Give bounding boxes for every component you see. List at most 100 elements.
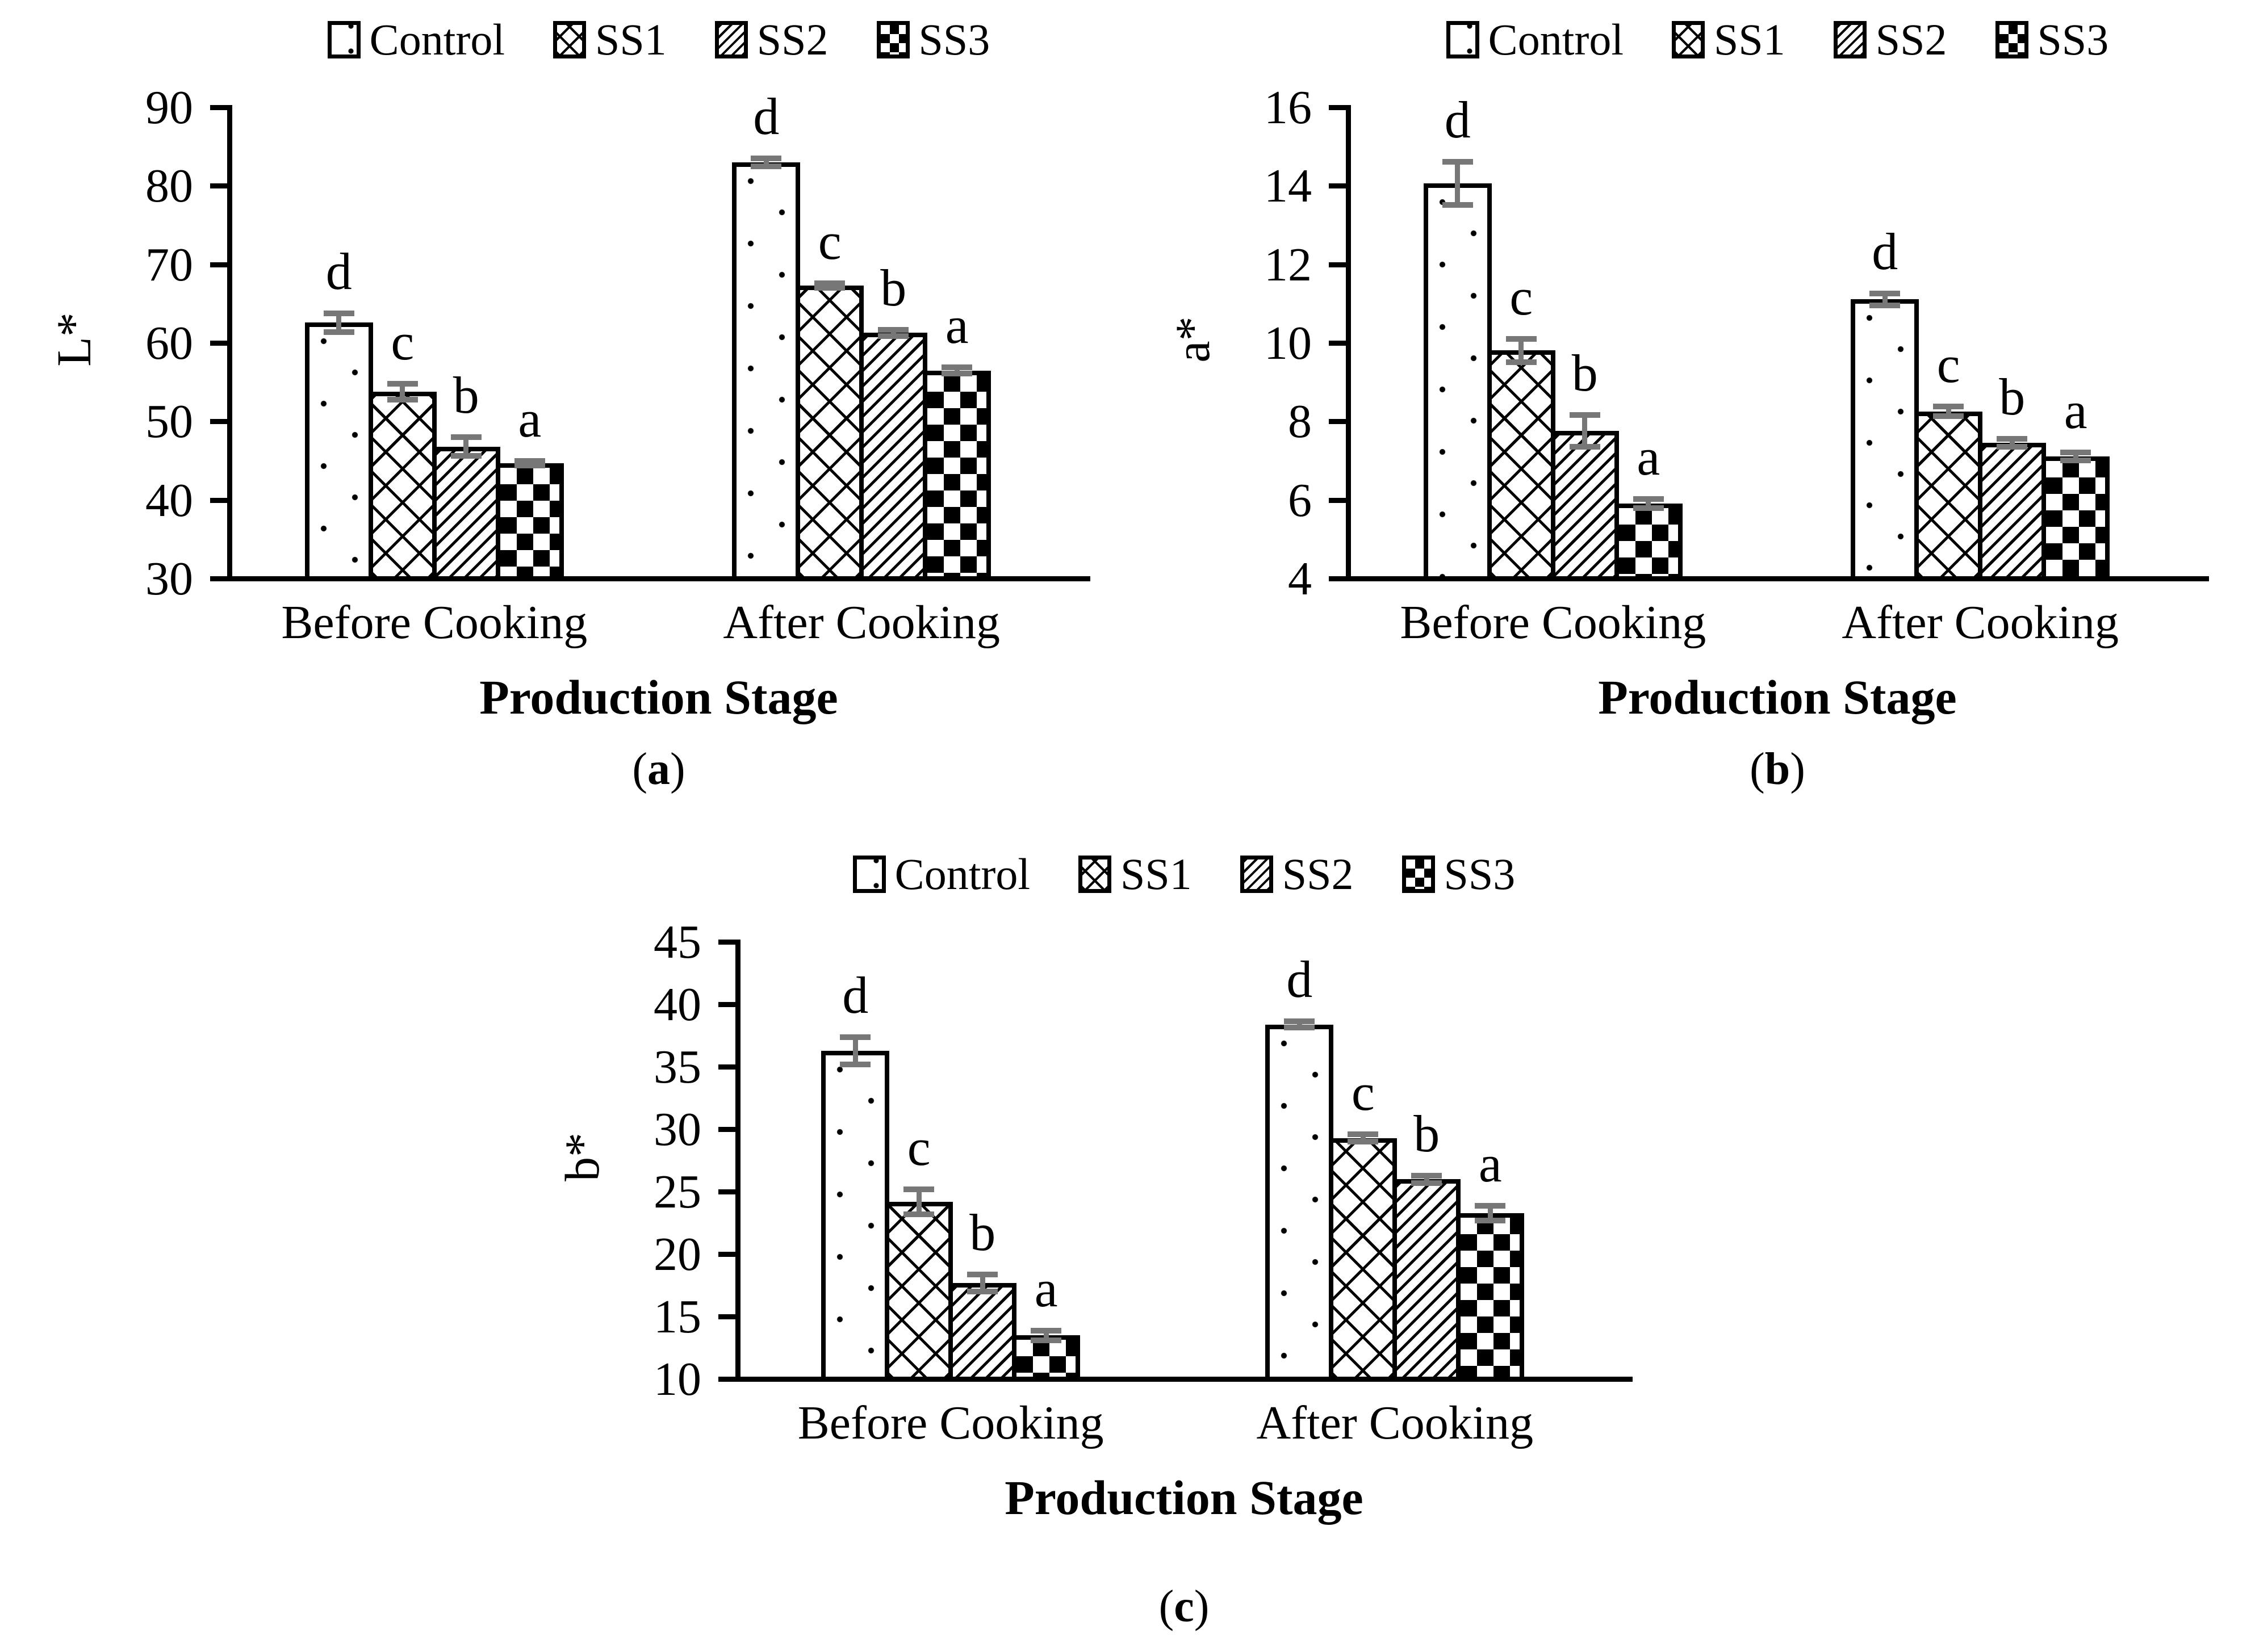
bar-ss3-before-cooking [495, 463, 564, 576]
error-bar-line [1296, 1021, 1302, 1028]
y-axis-tick [718, 1377, 735, 1382]
error-bar-cap-top [878, 326, 909, 333]
significance-letter: d [842, 966, 869, 1024]
error-bar-cap-top [814, 280, 846, 287]
error-bar-line [400, 384, 405, 400]
significance-letter: a [1637, 427, 1660, 486]
significance-letter: d [753, 87, 780, 146]
legend-label: SS2 [756, 15, 829, 64]
y-axis-title: a* [1165, 316, 1220, 363]
significance-letter: c [391, 313, 415, 371]
y-axis-title: b* [555, 1133, 609, 1181]
y-axis-tick [1329, 341, 1346, 346]
x-category-label-after-cooking: After Cooking [1842, 596, 2119, 649]
panel-c-bstar-chart: Control SS1 SS2 SS3 10 15 20 25 30 35 40 45 d c b a Befo… [525, 829, 1729, 1649]
legend-swatch-control-pattern-icon [1446, 21, 1479, 58]
x-category-label-before-cooking: Before Cooking [1400, 596, 1706, 649]
legend-label: Control [894, 849, 1031, 899]
bar-ss1-after-cooking [1914, 411, 1983, 576]
significance-letter: c [1351, 1063, 1375, 1122]
y-axis-tick [210, 105, 227, 110]
error-bar-cap-bottom [1284, 1025, 1315, 1031]
bar-ss3-after-cooking [2041, 456, 2110, 576]
panel-a-lstar-chart: Control SS1 SS2 SS3 30 40 50 60 70 80 90 d c b a Before… [11, 9, 1119, 820]
bar-control-after-cooking [732, 162, 801, 576]
significance-letter: b [969, 1203, 996, 1261]
error-bar-cap-bottom [942, 371, 973, 377]
legend: Control SS1 SS2 SS3 [1346, 9, 2209, 71]
error-bar-cap-bottom [903, 1211, 935, 1217]
error-bar-cap-bottom [1869, 302, 1901, 308]
y-axis-tick [718, 940, 735, 945]
error-bar-line [2073, 452, 2078, 460]
legend-item-control: Control [327, 15, 505, 64]
error-bar-line [1360, 1134, 1366, 1142]
error-bar-cap-top [1869, 291, 1901, 296]
y-axis-tick-label: 8 [1288, 395, 1312, 448]
y-axis-tick-label: 35 [654, 1041, 701, 1093]
error-bar-cap-top [1933, 404, 1964, 410]
y-axis-tick [718, 1127, 735, 1132]
y-axis-tick-label: 60 [145, 317, 193, 370]
error-bar-line [2009, 438, 2015, 447]
error-bar-cap-bottom [751, 163, 782, 169]
significance-letter: d [1286, 950, 1313, 1009]
error-bar-cap-top [1442, 159, 1473, 165]
error-bar-cap-top [1505, 336, 1537, 342]
caption-close-paren: ) [1194, 1582, 1210, 1632]
y-axis-tick [210, 419, 227, 425]
legend-item-ss1: SS1 [553, 18, 667, 62]
bar-control-before-cooking [304, 322, 373, 576]
y-axis-tick-label: 40 [145, 473, 193, 527]
legend-label: SS1 [1714, 15, 1785, 64]
legend-label: SS2 [1282, 849, 1354, 899]
bar-ss2-before-cooking [432, 446, 500, 576]
error-bar-cap-bottom [323, 329, 354, 335]
error-bar-cap-top [1633, 496, 1664, 502]
significance-letter: b [880, 258, 907, 317]
legend: Control SS1 SS2 SS3 [735, 843, 1633, 905]
y-axis-tick [1329, 262, 1346, 267]
y-axis-tick [718, 1252, 735, 1257]
legend-label: Control [369, 15, 505, 64]
significance-letter: b [1999, 367, 2026, 426]
legend-label: SS1 [1120, 849, 1192, 899]
y-axis-line [735, 940, 740, 1382]
y-axis-tick [210, 497, 227, 503]
legend-label: SS3 [2037, 15, 2109, 64]
y-axis-tick [1329, 105, 1346, 110]
error-bar-line [1582, 415, 1588, 447]
error-bar-cap-bottom [450, 453, 482, 459]
legend-label: SS3 [1444, 849, 1516, 899]
legend-label: Control [1488, 15, 1624, 64]
error-bar-cap-top [1569, 412, 1600, 418]
error-bar-cap-top [1348, 1131, 1379, 1138]
error-bar-cap-bottom [514, 462, 545, 468]
y-axis-line [227, 105, 232, 581]
caption-close-paren: ) [1790, 744, 1805, 794]
error-bar-cap-bottom [878, 333, 909, 339]
legend-swatch-ss3-pattern-icon [1995, 21, 2028, 58]
significance-letter: d [1444, 91, 1471, 149]
error-bar-cap-top [967, 1271, 998, 1277]
bar-control-after-cooking [1851, 299, 1919, 576]
y-axis-tick [1329, 419, 1346, 425]
y-axis-tick-label: 10 [654, 1353, 701, 1406]
error-bar-cap-bottom [1475, 1218, 1506, 1223]
significance-letter: c [907, 1118, 931, 1176]
y-axis-tick-label: 15 [654, 1290, 701, 1343]
y-axis-tick [1329, 183, 1346, 189]
x-axis-title: Production Stage [479, 670, 838, 724]
error-bar-cap-bottom [967, 1289, 998, 1295]
significance-letter: c [1509, 267, 1533, 326]
bar-ss3-after-cooking [923, 370, 991, 576]
significance-letter: c [1936, 336, 1960, 394]
caption-letter: c [1174, 1582, 1194, 1632]
legend-item-ss1: SS1 [1672, 18, 1785, 62]
legend-swatch-ss2-pattern-icon [714, 21, 748, 58]
error-bar-line [1946, 406, 1951, 416]
significance-letter: d [1872, 223, 1898, 280]
error-bar-cap-bottom [1997, 443, 2028, 450]
bar-ss3-after-cooking [1456, 1213, 1525, 1377]
bar-ss2-after-cooking [1392, 1179, 1461, 1377]
